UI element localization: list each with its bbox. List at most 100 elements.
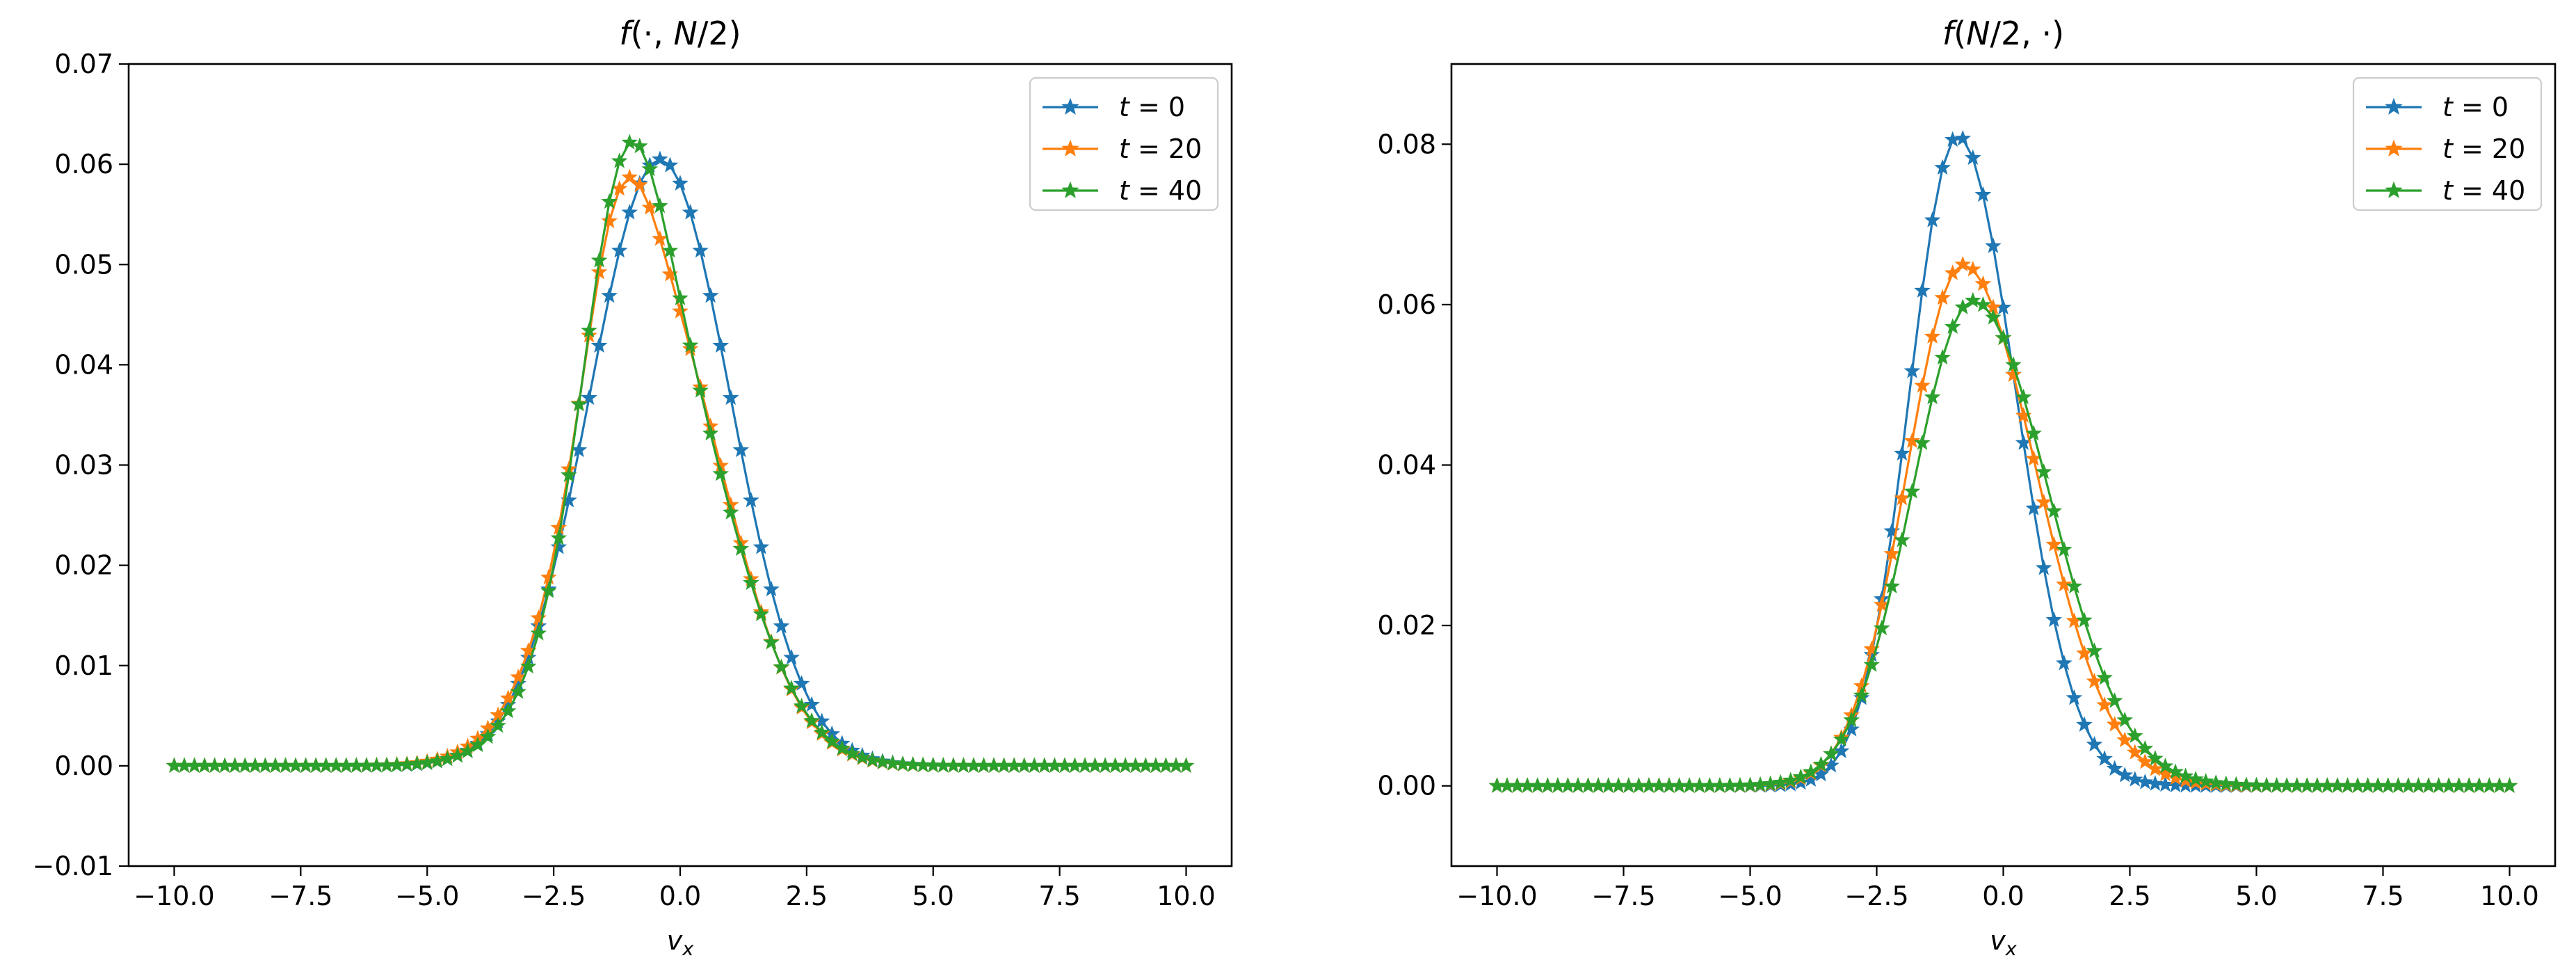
data-point-marker (510, 669, 527, 685)
data-point-marker (692, 241, 709, 258)
data-point-marker (550, 538, 567, 554)
data-point-marker (652, 197, 668, 214)
legend-box (1029, 77, 1219, 211)
star-marker-icon (2385, 97, 2403, 115)
star-marker-icon (1061, 97, 1079, 115)
data-point-marker (1894, 445, 1910, 461)
x-tick-label: 0.0 (1982, 881, 2024, 911)
data-point-marker (793, 697, 810, 714)
data-point-marker (803, 696, 820, 712)
data-point-marker (2035, 559, 2052, 575)
data-point-marker (722, 504, 739, 520)
legend-entry-t-20: t = 20 (1043, 134, 1202, 164)
data-point-marker (692, 382, 709, 398)
data-point-marker (611, 152, 628, 168)
x-tick-label: 5.0 (912, 881, 954, 911)
data-point-marker (2035, 493, 2052, 510)
data-point-marker (2086, 735, 2103, 752)
data-point-marker (2126, 771, 2143, 787)
data-point-marker (1995, 329, 2012, 345)
data-point-marker (2217, 775, 2235, 792)
data-point-marker (2501, 777, 2518, 793)
data-point-marker (1924, 328, 1941, 344)
data-point-marker (672, 303, 689, 319)
x-tick-label: 7.5 (2362, 881, 2404, 911)
data-point-marker (2086, 673, 2103, 689)
data-point-marker (2025, 424, 2042, 441)
data-point-marker (590, 263, 608, 280)
legend-box (2352, 77, 2543, 211)
star-marker-icon (2385, 181, 2403, 198)
star-marker-icon (2385, 139, 2403, 157)
data-point-marker (1985, 309, 2002, 325)
legend-entry-t-20: t = 20 (2366, 134, 2525, 164)
legend-entry-t-40: t = 40 (2366, 175, 2525, 206)
data-point-marker (652, 150, 668, 166)
data-point-marker (641, 160, 659, 177)
data-point-marker (1965, 149, 1981, 166)
data-point-marker (2096, 750, 2113, 766)
data-point-marker (1177, 757, 1195, 773)
x-tick-label: −5.0 (1718, 881, 1782, 911)
data-point-marker (2106, 692, 2123, 708)
data-point-marker (2045, 536, 2063, 552)
data-point-marker (631, 137, 648, 154)
data-point-marker (2025, 499, 2042, 515)
x-tick-label: −7.5 (1591, 881, 1655, 911)
legend-entry-t-0: t = 0 (2366, 92, 2509, 122)
data-point-marker (712, 337, 730, 353)
data-point-marker (621, 168, 638, 184)
legend-label: t = 40 (1119, 175, 1202, 206)
series-t-40 (1488, 291, 2518, 793)
data-point-marker (530, 625, 547, 641)
data-point-marker (661, 241, 679, 258)
legend: t = 0 t = 20 t = 40 (1029, 77, 1219, 211)
data-point-marker (793, 675, 810, 691)
data-point-marker (621, 134, 638, 150)
data-point-marker (1924, 388, 1941, 405)
left-chart-panel: −10.0 −7.5 −5.0 −2.5 0.0 2.5 5.0 7.5 10.0 −0.01 0.… (33, 15, 1233, 960)
data-point-marker (833, 739, 851, 756)
x-tick-label: 2.5 (2109, 881, 2150, 911)
data-point-marker (1883, 577, 1901, 593)
legend-label: t = 0 (1119, 92, 1185, 122)
data-point-marker (1883, 545, 1901, 561)
data-point-marker (499, 689, 517, 705)
legend-label: t = 20 (2442, 134, 2525, 164)
data-point-marker (1843, 711, 1860, 728)
data-point-marker (621, 204, 638, 220)
data-point-marker (1914, 434, 1931, 450)
data-point-marker (1974, 186, 1992, 202)
data-point-marker (631, 176, 648, 193)
data-point-marker (1924, 211, 1941, 227)
data-point-marker (1823, 745, 1840, 761)
data-point-marker (702, 287, 719, 303)
data-point-marker (550, 529, 567, 545)
data-point-marker (1934, 349, 1951, 365)
data-point-marker (722, 389, 739, 406)
data-point-marker (581, 321, 597, 338)
data-point-marker (499, 702, 517, 719)
data-point-marker (1954, 129, 1972, 146)
data-point-marker (1873, 619, 1890, 636)
data-point-marker (2005, 366, 2022, 382)
data-point-marker (803, 712, 820, 728)
data-point-marker (2066, 689, 2083, 705)
data-point-marker (2076, 716, 2093, 732)
data-point-marker (1944, 318, 1961, 334)
y-tick-label: −0.01 (33, 851, 113, 881)
y-tick-label: 0.06 (54, 149, 113, 179)
y-tick-label: 0.05 (54, 249, 113, 280)
x-tick-label: −5.0 (395, 881, 459, 911)
data-point-marker (2136, 773, 2154, 790)
y-tick-label: 0.07 (54, 49, 113, 79)
data-point-marker (2147, 750, 2164, 766)
x-tick-label: 2.5 (786, 881, 828, 911)
legend-label: t = 40 (2442, 175, 2525, 206)
data-point-marker (864, 751, 881, 767)
x-tick-label: 0.0 (659, 881, 701, 911)
data-point-marker (773, 617, 790, 634)
data-point-marker (1914, 282, 1931, 298)
data-point-marker (540, 568, 557, 585)
data-point-marker (1903, 483, 1921, 499)
